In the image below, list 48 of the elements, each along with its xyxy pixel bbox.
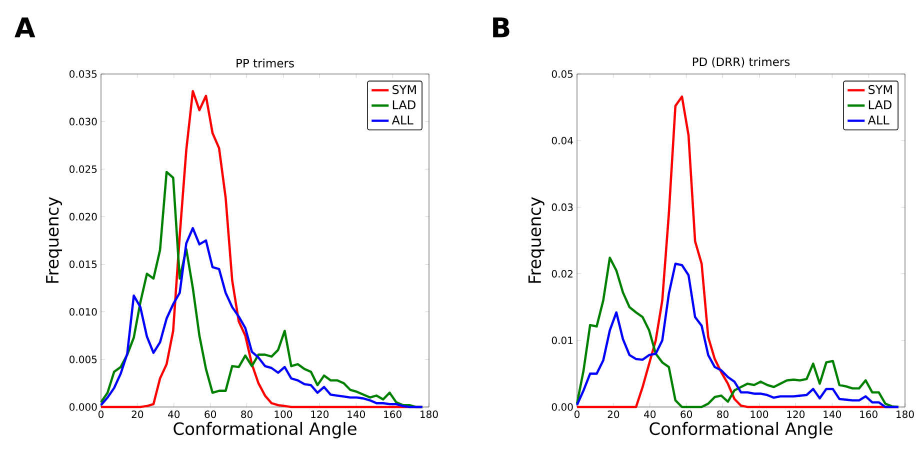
x-tick-label: 60 xyxy=(204,410,216,418)
chart-title: PD (DRR) trimers xyxy=(692,57,790,68)
x-tick-label: 140 xyxy=(824,410,841,418)
text: A xyxy=(14,18,36,38)
y-tick-label: 0.000 xyxy=(70,403,97,411)
x-tick-label: 0 xyxy=(98,410,104,418)
legend-label: LAD xyxy=(392,100,416,110)
x-tick-label: 60 xyxy=(680,410,692,418)
y-tick-label: 0.005 xyxy=(70,356,97,364)
y-tick-label: 0.04 xyxy=(552,136,573,144)
x-tick-label: 20 xyxy=(608,410,620,418)
x-axis-title: Conformational Angle xyxy=(174,422,356,438)
x-tick-label: 160 xyxy=(384,410,402,418)
x-tick-label: 120 xyxy=(787,410,805,418)
x-tick-label: 160 xyxy=(860,410,878,418)
x-tick-label: 80 xyxy=(241,410,252,418)
y-tick-label: 0.020 xyxy=(70,212,97,220)
text: B xyxy=(493,18,510,38)
y-tick-label: 0.02 xyxy=(552,270,572,278)
x-tick-label: 120 xyxy=(311,410,329,418)
y-tick-label: 0.030 xyxy=(70,118,97,126)
legend-label: ALL xyxy=(868,116,890,124)
x-tick-label: 20 xyxy=(132,410,144,418)
x-tick-label: 140 xyxy=(348,410,365,418)
x-tick-label: 80 xyxy=(717,410,728,418)
y-tick-label: 0.025 xyxy=(70,165,97,173)
x-tick-label: 40 xyxy=(168,410,180,418)
y-tick-label: 0.05 xyxy=(552,70,573,78)
legend-label: LAD xyxy=(868,100,892,110)
y-tick-label: 0.00 xyxy=(552,403,573,411)
y-tick-label: 0.010 xyxy=(70,308,97,316)
x-tick-label: 100 xyxy=(274,410,292,418)
legend-label: SYM xyxy=(868,85,892,94)
x-tick-label: 0 xyxy=(574,410,580,418)
y-tick-label: 0.01 xyxy=(552,336,573,344)
legend-label: ALL xyxy=(392,116,414,124)
x-tick-label: 180 xyxy=(420,410,438,418)
x-tick-label: 100 xyxy=(750,410,768,418)
y-tick-label: 0.015 xyxy=(70,260,97,268)
y-tick-label: 0.03 xyxy=(552,203,573,211)
chart-title: PP trimers xyxy=(236,58,294,68)
y-axis-title: Frequency xyxy=(46,197,62,283)
x-tick-label: 180 xyxy=(896,410,914,418)
x-axis-title: Conformational Angle xyxy=(650,422,832,438)
legend-label: SYM xyxy=(392,85,416,94)
x-tick-label: 40 xyxy=(644,410,656,418)
y-tick-label: 0.035 xyxy=(70,70,97,78)
y-axis-title: Frequency xyxy=(528,197,544,283)
